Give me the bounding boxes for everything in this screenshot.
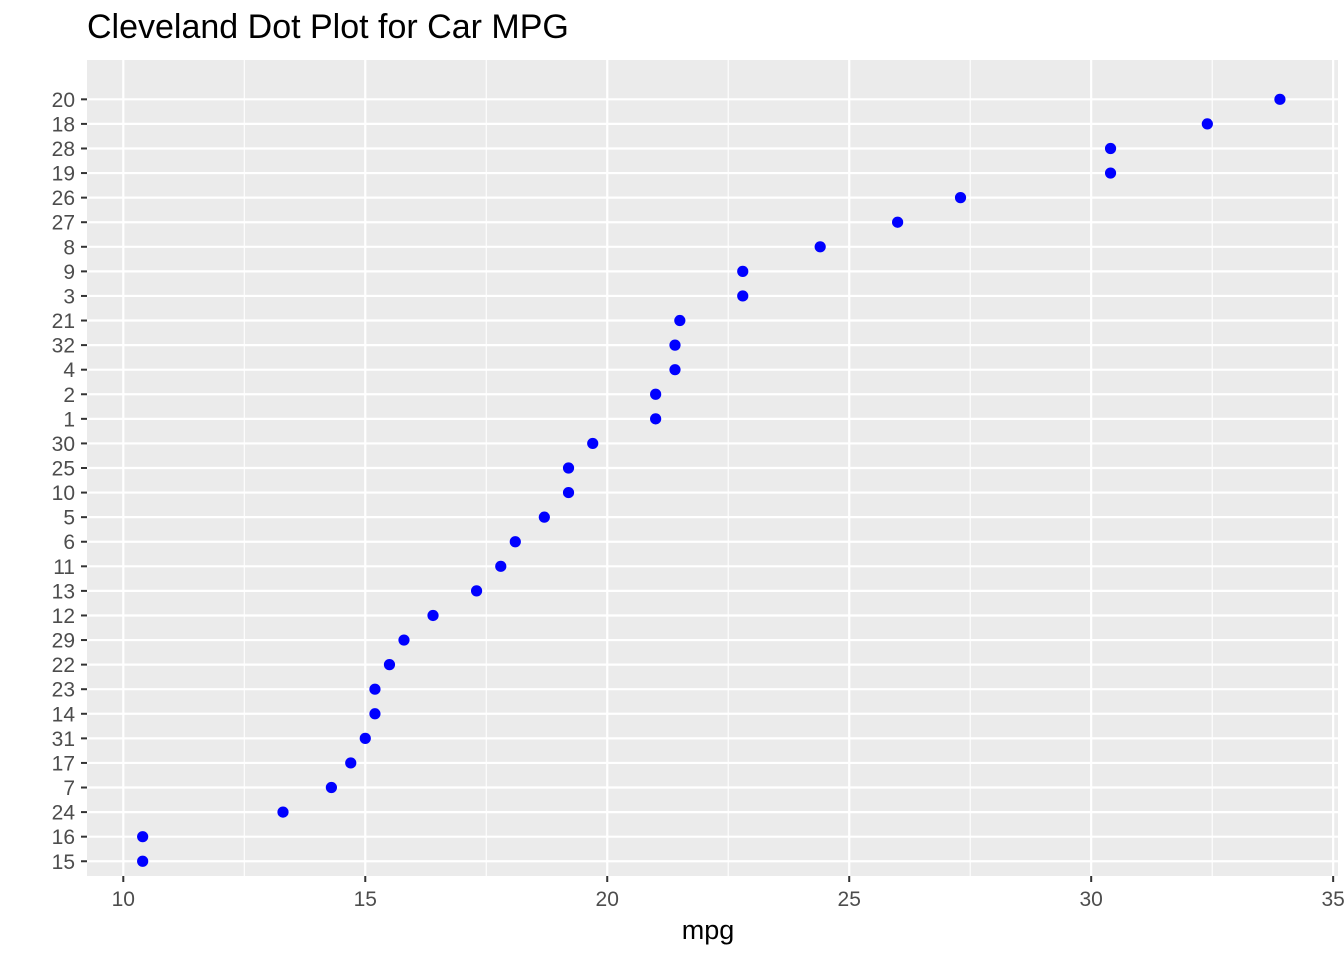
- data-point-9: [737, 265, 749, 277]
- data-points: [137, 93, 1286, 867]
- y-tick-label: 22: [52, 654, 75, 677]
- data-point-17: [345, 757, 357, 769]
- data-point-32: [669, 339, 681, 351]
- data-point-7: [325, 781, 337, 794]
- x-axis: 10 15 20 25 30 35: [112, 876, 1344, 911]
- data-point-21: [674, 314, 686, 327]
- y-tick-label: 17: [52, 752, 75, 775]
- x-tick-label: 20: [596, 888, 619, 911]
- x-tick-label: 15: [354, 888, 377, 911]
- x-tick-label: 35: [1321, 888, 1344, 911]
- y-tick-label: 18: [52, 113, 75, 136]
- data-point-15: [137, 855, 149, 867]
- data-point-4: [669, 364, 681, 376]
- data-point-2: [650, 388, 662, 400]
- y-tick-label: 8: [63, 236, 75, 259]
- data-point-11: [495, 560, 507, 572]
- y-tick-label: 13: [52, 580, 75, 603]
- data-point-18: [1201, 118, 1213, 130]
- y-tick-label: 4: [63, 359, 75, 382]
- y-tick-label: 15: [52, 851, 75, 874]
- data-point-1: [650, 413, 662, 425]
- data-point-6: [509, 536, 521, 548]
- y-tick-label: 9: [63, 261, 75, 284]
- data-point-5: [538, 511, 550, 523]
- chart-title: Cleveland Dot Plot for Car MPG: [87, 8, 569, 46]
- data-point-25: [562, 462, 575, 474]
- x-axis-title: mpg: [682, 915, 735, 945]
- x-tick-label: 25: [838, 888, 861, 911]
- y-tick-label: 11: [53, 556, 75, 579]
- y-tick-label: 12: [52, 605, 75, 628]
- data-point-24: [277, 806, 289, 818]
- x-tick-label: 30: [1080, 888, 1103, 911]
- y-tick-label: 1: [63, 408, 75, 431]
- y-axis: 1516247173114232229121311651025301243221…: [52, 89, 87, 874]
- data-point-30: [587, 437, 599, 450]
- y-tick-label: 25: [52, 458, 75, 481]
- y-tick-label: 32: [52, 335, 75, 358]
- data-point-12: [427, 609, 439, 622]
- y-tick-label: 19: [52, 163, 75, 186]
- x-tick-label: 10: [112, 888, 135, 911]
- y-tick-label: 14: [52, 703, 76, 726]
- data-point-29: [398, 634, 410, 646]
- data-point-16: [137, 831, 149, 843]
- y-tick-label: 16: [52, 826, 75, 849]
- data-point-10: [562, 486, 575, 499]
- y-tick-label: 24: [52, 802, 76, 825]
- y-tick-label: 27: [52, 212, 75, 235]
- data-point-20: [1274, 93, 1286, 105]
- y-tick-label: 7: [63, 777, 75, 800]
- y-tick-label: 30: [52, 433, 75, 456]
- y-tick-label: 21: [52, 310, 75, 333]
- y-tick-label: 20: [52, 89, 75, 112]
- data-point-14: [369, 708, 381, 720]
- y-tick-label: 5: [63, 507, 75, 530]
- data-point-19: [1104, 167, 1117, 179]
- major-grid: [87, 60, 1338, 876]
- data-point-8: [814, 241, 826, 253]
- y-tick-label: 26: [52, 187, 75, 210]
- data-point-3: [737, 290, 749, 302]
- y-tick-label: 3: [63, 285, 75, 308]
- y-tick-label: 2: [63, 384, 75, 407]
- data-point-26: [954, 192, 967, 204]
- data-point-13: [470, 585, 483, 597]
- data-point-22: [383, 659, 396, 671]
- y-tick-label: 23: [52, 679, 75, 702]
- data-point-31: [359, 732, 371, 744]
- y-tick-label: 28: [52, 138, 75, 161]
- data-point-23: [369, 683, 381, 695]
- y-tick-label: 29: [52, 630, 75, 653]
- y-tick-label: 6: [63, 531, 75, 554]
- data-point-27: [892, 216, 904, 228]
- y-tick-label: 31: [52, 728, 75, 751]
- y-tick-label: 10: [52, 482, 75, 505]
- data-point-28: [1104, 142, 1117, 155]
